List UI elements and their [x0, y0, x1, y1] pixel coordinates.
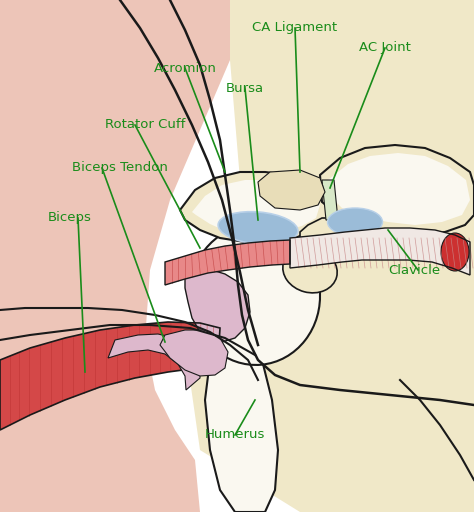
Polygon shape	[160, 330, 228, 376]
Polygon shape	[328, 153, 470, 225]
Polygon shape	[190, 0, 474, 512]
Text: CA Ligament: CA Ligament	[253, 22, 337, 34]
Text: Acromion: Acromion	[154, 61, 217, 75]
Polygon shape	[180, 172, 330, 242]
Polygon shape	[108, 334, 200, 390]
Ellipse shape	[441, 233, 469, 271]
Text: Biceps: Biceps	[48, 211, 92, 224]
Ellipse shape	[218, 211, 298, 244]
Text: AC Joint: AC Joint	[359, 41, 411, 54]
Polygon shape	[258, 170, 325, 210]
Polygon shape	[300, 218, 355, 262]
Text: Clavicle: Clavicle	[388, 264, 440, 276]
Polygon shape	[0, 0, 230, 512]
Polygon shape	[320, 145, 474, 235]
Polygon shape	[192, 180, 320, 234]
Polygon shape	[185, 270, 250, 342]
Ellipse shape	[283, 247, 337, 293]
Text: Rotator Cuff: Rotator Cuff	[105, 118, 185, 132]
Text: Biceps Tendon: Biceps Tendon	[72, 161, 168, 175]
Polygon shape	[322, 180, 338, 220]
Text: Humerus: Humerus	[205, 429, 265, 441]
Polygon shape	[165, 240, 290, 285]
Ellipse shape	[328, 208, 383, 236]
Ellipse shape	[190, 225, 320, 365]
Polygon shape	[205, 340, 278, 512]
Polygon shape	[290, 228, 470, 275]
Polygon shape	[0, 322, 220, 430]
Text: Bursa: Bursa	[226, 81, 264, 95]
